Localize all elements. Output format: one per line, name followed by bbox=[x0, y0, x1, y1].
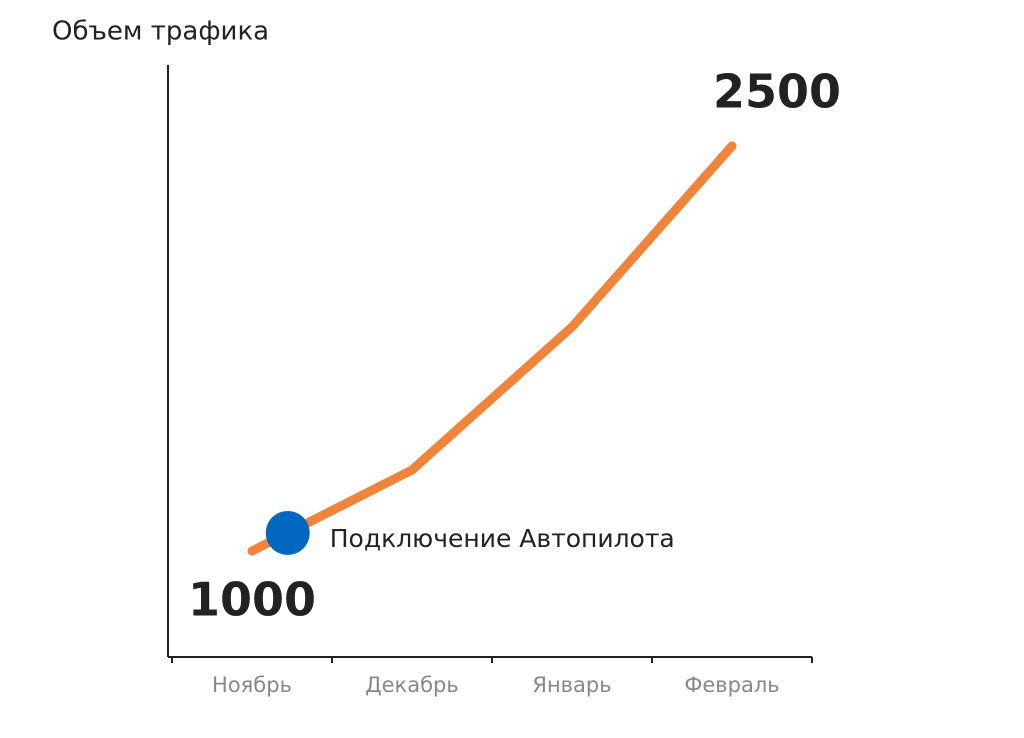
chart-title: Объем трафика bbox=[52, 17, 269, 47]
annotation-point bbox=[265, 510, 310, 555]
data-label: 1000 bbox=[188, 573, 316, 627]
annotation: Подключение Автопилота bbox=[330, 524, 675, 553]
x-tick-label: Декабрь bbox=[365, 673, 459, 697]
line bbox=[247, 141, 737, 556]
x-tick-label: Январь bbox=[532, 673, 611, 697]
data-label: 2500 bbox=[713, 65, 841, 119]
x-tick-label: Февраль bbox=[684, 673, 779, 697]
x-tick-label: Ноябрь bbox=[212, 673, 292, 697]
